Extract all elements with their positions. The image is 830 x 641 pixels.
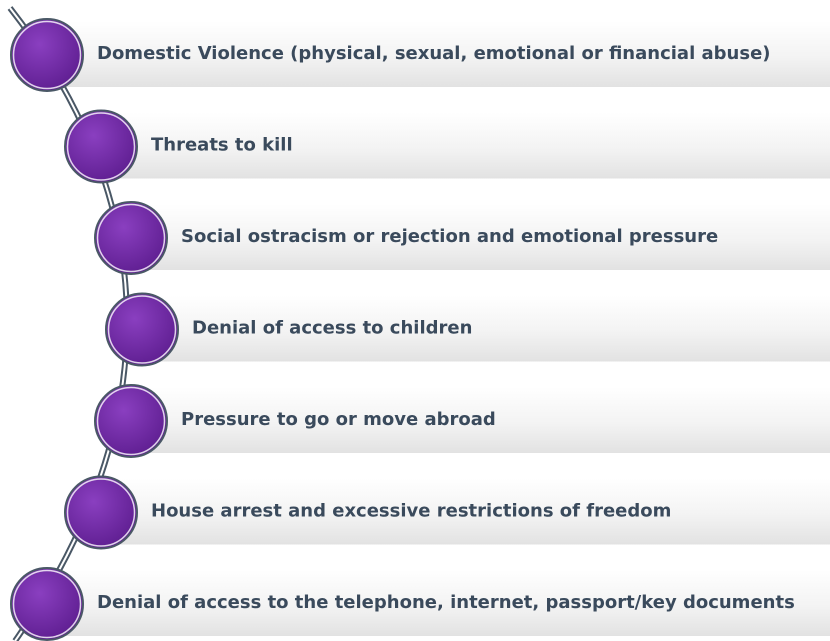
item-bar: [47, 21, 830, 87]
item-circle-ring: [96, 386, 166, 456]
item-circle: [10, 18, 84, 92]
item-label: Denial of access to children: [192, 318, 472, 339]
item-circle-ring: [107, 295, 177, 364]
item-circle-ring: [12, 20, 82, 90]
item-label: Social ostracism or rejection and emotio…: [181, 226, 718, 247]
item-bar: [131, 387, 830, 453]
item-label: Threats to kill: [151, 135, 293, 156]
item-bar: [142, 295, 830, 362]
item-circle-ring: [66, 112, 136, 181]
item-bar: [101, 478, 830, 545]
labels: Domestic Violence (physical, sexual, emo…: [97, 43, 795, 613]
bars: [47, 21, 830, 636]
item-circle: [105, 292, 179, 367]
item-bar: [131, 204, 830, 270]
item-circle: [10, 567, 84, 641]
item-label: Pressure to go or move abroad: [181, 409, 496, 430]
item-circle-ring: [12, 569, 82, 639]
item-circle: [94, 384, 168, 458]
item-bar: [47, 570, 830, 636]
item-label: Denial of access to the telephone, inter…: [97, 592, 795, 613]
item-label: Domestic Violence (physical, sexual, emo…: [97, 43, 771, 64]
item-circle: [64, 109, 138, 184]
item-circle: [94, 201, 168, 275]
circles: [10, 18, 179, 641]
item-circle-ring: [96, 203, 166, 273]
item-circle-ring: [66, 478, 136, 547]
item-label: House arrest and excessive restrictions …: [151, 501, 671, 522]
item-circle: [64, 475, 138, 550]
item-bar: [101, 112, 830, 179]
